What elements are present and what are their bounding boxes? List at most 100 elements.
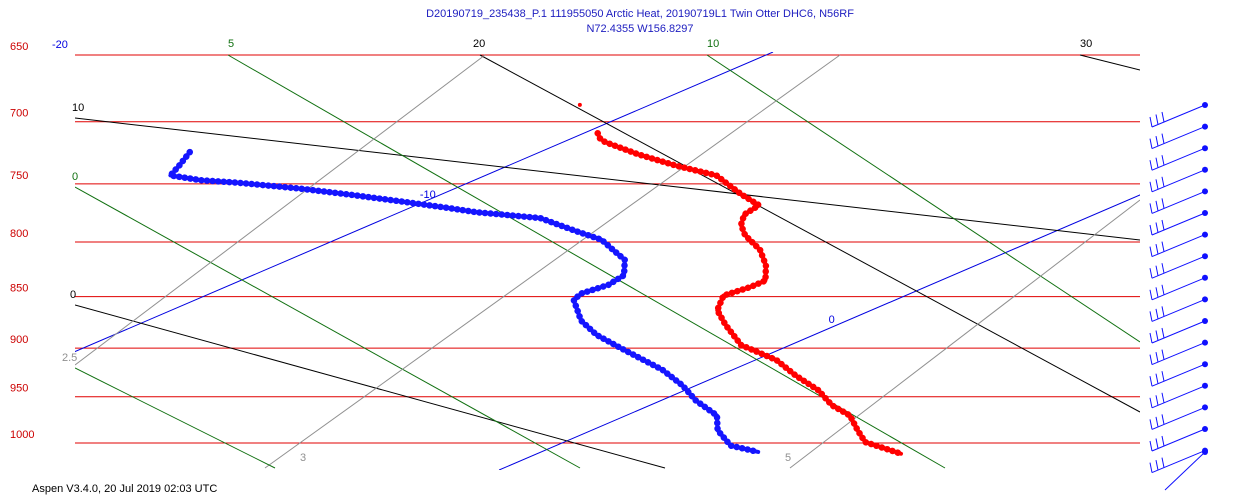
moist-adiabat-label: 2.5 [62,352,77,364]
mixing-ratio-line-label: 5 [228,38,234,50]
dry-adiabat-label: 20 [473,38,485,50]
barb-flag [1155,308,1159,319]
barb-staff [1151,342,1206,366]
barb-staff [1151,169,1206,193]
moist-adiabat [75,54,486,366]
moist-adiabat [264,54,841,469]
isotherm-label: -10 [420,189,436,201]
mixing-ratio-line-label: 0 [72,171,78,183]
barb-dot [1202,166,1208,173]
barb-flag [1161,327,1165,339]
y-tick-label: 1000 [10,429,34,441]
barb-staff [1151,104,1206,128]
barb-flag [1155,460,1159,471]
barb-flag [1149,116,1153,128]
barb-dot [1202,102,1208,108]
barb-staff [1151,363,1206,387]
barb-flag [1161,392,1165,403]
barb-flag [1149,246,1153,257]
profile-core [168,150,761,454]
barb-dot [1202,274,1208,281]
y-tick-label: 800 [10,228,28,240]
barb-staff [1151,450,1206,474]
barb-flag [1149,181,1153,192]
barb-dot [1202,318,1208,324]
barb-flag [1149,268,1153,279]
barb-flag [1149,224,1153,236]
barb-dot [1202,123,1208,130]
isotherm-label: -20 [52,39,68,51]
barb-dot [1202,188,1208,195]
barb-flag [1155,265,1159,276]
barb-staff [1151,298,1206,322]
mixing-ratio-line [706,54,1140,343]
barb-flag [1149,354,1153,365]
barb-staff [1151,428,1206,452]
barb-flag [1155,416,1159,427]
barb-staff [1151,212,1206,236]
barb-flag [1161,263,1165,274]
barb-flag [1149,419,1153,430]
barb-flag [1161,198,1165,209]
barb-dot [1202,449,1208,455]
barb-flag [1155,179,1159,190]
isotherm [75,52,774,353]
y-tick-label: 750 [10,170,28,182]
mixing-ratio-line-label: 10 [707,38,719,50]
isotherm [498,194,1140,470]
barb-flag [1149,289,1153,300]
barb-flag [1161,284,1165,295]
barb-flag [1155,244,1159,255]
barb-flag [1155,200,1159,211]
barb-flag [1161,435,1165,447]
moist-adiabat-label: 5 [785,452,791,464]
barb-staff [1151,385,1206,409]
dry-adiabat-label: 10 [72,102,84,114]
dry-adiabat [479,54,1140,413]
profile-core [577,102,904,456]
barb-flag [1149,376,1153,387]
barb-flag [1155,136,1159,147]
reference-lines [75,52,1140,470]
barb-flag [1149,440,1153,452]
y-tick-label: 850 [10,283,28,295]
profile-line [576,101,905,457]
barb-flag [1161,414,1165,425]
y-tick-label: 950 [10,383,28,395]
barb-dot [1202,231,1208,238]
barb-dot [1202,426,1208,432]
barb-flag [1161,155,1165,166]
barb-dot [1202,339,1208,346]
barb-flag [1161,111,1165,123]
barb-flag [1161,306,1165,317]
dry-adiabat [75,117,1140,241]
chart-subtitle: N72.4355 W156.8297 [586,23,693,35]
moist-adiabat [789,199,1140,469]
chart-title: D20190719_235438_P.1 111955050 Arctic He… [426,8,854,20]
barb-flag [1161,219,1165,231]
mixing-ratio-line [75,367,276,469]
mixing-ratio-line [75,186,581,469]
barb-staff [1151,406,1206,430]
barb-staff [1151,255,1206,279]
barb-flag [1161,457,1165,468]
moist-adiabat-label: 3 [300,452,306,464]
y-tick-label: 700 [10,108,28,120]
dry-adiabat [75,304,666,469]
barb-dot [1202,253,1208,260]
profile-line [167,148,762,456]
barb-staff [1151,234,1206,258]
barb-staff [1151,190,1206,214]
y-tick-label: 900 [10,334,28,346]
footer: Aspen V3.4.0, 20 Jul 2019 02:03 UTC [32,483,217,495]
isotherm-label: 0 [829,314,835,326]
barb-flag [1155,330,1159,341]
barb-flag [1161,349,1165,360]
dry-adiabat-label: 30 [1080,38,1092,50]
barb-dot [1202,361,1208,368]
barb-flag [1149,160,1153,171]
barb-staff [1151,126,1206,150]
